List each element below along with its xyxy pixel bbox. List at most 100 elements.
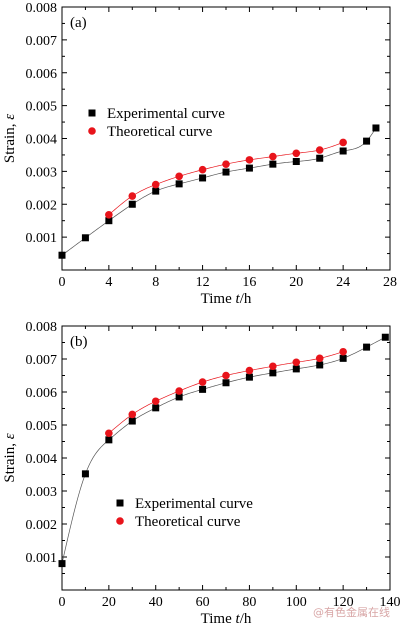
theoretical-point [128, 192, 137, 200]
legend-label-theoretical: Theoretical curve [107, 124, 213, 140]
experimental-point [222, 379, 230, 387]
legend-marker-experimental [88, 109, 96, 117]
x-tick-label: 140 [380, 595, 400, 610]
theoretical-point [292, 358, 301, 367]
legend-marker-theoretical [116, 517, 124, 525]
experimental-point [105, 217, 113, 225]
experimental-point [128, 200, 136, 208]
theoretical-point [198, 378, 207, 386]
series-curve-theoretical [108, 142, 344, 216]
experimental-point [152, 187, 160, 195]
y-tick-label: 0.008 [26, 1, 58, 16]
experimental-point [199, 174, 207, 182]
x-tick-label: 60 [196, 595, 210, 610]
x-tick-label: 20 [102, 595, 116, 610]
series-curve-theoretical [108, 351, 344, 434]
legend-marker-experimental [116, 499, 124, 507]
theoretical-point [105, 210, 113, 219]
experimental-point [339, 354, 347, 362]
theoretical-point [245, 156, 254, 164]
legend-label-experimental: Experimental curve [135, 496, 253, 512]
experimental-point [372, 124, 380, 132]
legend-label-experimental: Experimental curve [107, 106, 225, 122]
experimental-point [245, 164, 253, 172]
theoretical-point [292, 149, 301, 158]
x-tick-label: 24 [336, 275, 350, 290]
experimental-point [292, 365, 300, 373]
theoretical-point [175, 387, 183, 395]
chart-panel-a: 4 8 12 16 20 24 28 0 0.001 0.002 0.003 0.004 0.005 0.… [2, 1, 397, 307]
y-axis-label: Strain, ε [2, 433, 18, 482]
theoretical-point [339, 138, 347, 147]
x-tick-label: 100 [286, 595, 307, 610]
panel-label: (a) [70, 15, 87, 31]
experimental-point [58, 251, 66, 259]
y-tick-label: 0.006 [26, 386, 58, 401]
y-tick-label: 0.007 [26, 34, 58, 49]
experimental-point [316, 154, 324, 162]
legend-label-theoretical: Theoretical curve [135, 514, 241, 530]
y-tick-label: 0.003 [26, 165, 58, 180]
theoretical-point [151, 397, 160, 406]
origin-label: 0 [59, 275, 66, 290]
x-tick-label: 80 [242, 595, 256, 610]
y-tick-label: 0.007 [26, 353, 58, 368]
watermark-text: @有色金属在线 [313, 606, 390, 619]
x-axis-label: Time t/h [201, 291, 252, 307]
experimental-point [175, 180, 183, 188]
theoretical-point [198, 165, 207, 174]
experimental-point [316, 361, 324, 369]
experimental-point [222, 168, 230, 176]
panel-label: (b) [70, 334, 88, 350]
theoretical-point [222, 160, 230, 168]
y-tick-label: 0.008 [26, 320, 58, 335]
experimental-point [152, 404, 160, 412]
theoretical-point [315, 354, 324, 363]
y-tick-label: 0.004 [26, 452, 58, 467]
x-tick-label: 16 [242, 275, 256, 290]
experimental-point [58, 560, 66, 568]
theoretical-point [269, 362, 277, 371]
x-tick-label: 120 [333, 595, 354, 610]
experimental-point [128, 417, 136, 425]
theoretical-point [175, 172, 183, 181]
legend-marker-theoretical [88, 127, 96, 135]
theoretical-point [105, 429, 113, 438]
y-tick-label: 0.001 [26, 231, 58, 246]
plot-frame [61, 325, 391, 591]
x-tick-label: 12 [196, 275, 210, 290]
experimental-point [339, 147, 347, 155]
chart-panel-b: 20 40 60 80 100 120 140 0 0.001 0.002 0.003 0.004 0.… [2, 320, 400, 624]
y-tick-label: 0.002 [26, 518, 58, 533]
theoretical-point [315, 146, 324, 154]
experimental-point [292, 158, 300, 166]
experimental-point [363, 343, 371, 351]
series-curve-experimental [61, 127, 377, 256]
experimental-point [245, 373, 253, 381]
experimental-point [269, 369, 277, 377]
x-tick-label: 4 [105, 275, 112, 290]
theoretical-point [269, 152, 277, 161]
experimental-point [363, 137, 371, 145]
y-tick-label: 0.005 [26, 100, 58, 115]
experimental-point [381, 333, 389, 341]
experimental-point [175, 393, 183, 401]
theoretical-point [339, 347, 347, 356]
theoretical-point [128, 410, 137, 419]
y-tick-label: 0.004 [26, 133, 58, 148]
experimental-point [269, 160, 277, 168]
theoretical-point [222, 371, 230, 380]
y-tick-label: 0.002 [26, 198, 58, 213]
x-tick-label: 28 [383, 275, 397, 290]
experimental-point [81, 234, 89, 242]
y-tick-label: 0.003 [26, 485, 58, 500]
theoretical-point [151, 180, 160, 189]
experimental-point [199, 385, 207, 393]
theoretical-point [245, 366, 254, 375]
experimental-point [105, 436, 113, 444]
y-tick-label: 0.006 [26, 67, 58, 82]
y-tick-label: 0.001 [26, 551, 58, 566]
y-axis-label: Strain, ε [2, 114, 18, 163]
x-tick-label: 20 [289, 275, 303, 290]
